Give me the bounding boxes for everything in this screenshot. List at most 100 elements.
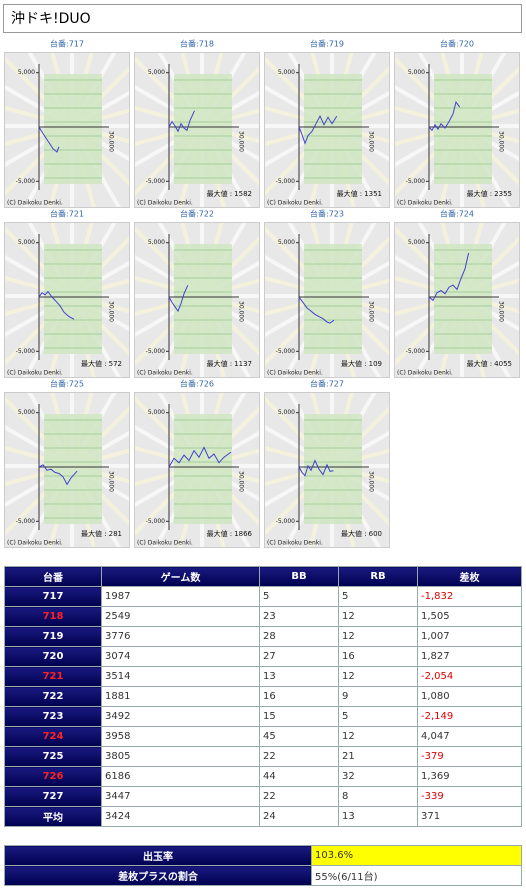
mini-chart: 5,000 -5,000 30,000 最大値 :4055 (C) Daikoku De… [394,222,520,378]
data-row: 718 2549 23 12 1,505 [4,606,522,627]
x-axis-label: 30,000 [108,131,115,152]
field [304,414,362,524]
data-cell: 16 [338,646,418,667]
data-cell: 22 [259,746,339,767]
copyright: (C) Daikoku Denki. [267,370,323,377]
panel-border [4,52,130,208]
data-cell: 6186 [101,766,260,787]
chart-label: 台番:717 [50,39,84,49]
max-label: 最大値 : [81,529,107,538]
data-cell: 3074 [101,646,260,667]
series-line [298,296,335,324]
series-line [38,464,78,486]
x-axis-label: 30,000 [368,471,375,492]
data-cell: 371 [417,806,522,827]
data-cell: 1,505 [417,606,522,627]
machine-number: 719 [4,626,102,647]
max-number: 109 [369,360,382,368]
y-tick-label: -5,000 [146,518,166,525]
chart-label: 台番:726 [180,379,214,389]
y-tick-label: 5,000 [148,409,165,416]
copyright: (C) Daikoku Denki. [397,200,453,207]
max-number: 2355 [494,190,512,198]
data-cell: 22 [259,786,339,807]
x-axis-label: 30,000 [108,301,115,322]
header-cell: ゲーム数 [101,566,260,587]
max-label: 最大値 : [81,359,107,368]
y-tick-label: 5,000 [278,409,295,416]
y-tick-label: -5,000 [276,348,296,355]
series-line [428,100,461,132]
machine-number: 717 [4,586,102,607]
panel-border [394,222,520,378]
field [44,244,102,354]
max-value: 最大値 :1351 [337,189,382,198]
data-cell: 12 [338,726,418,747]
machine-number: 平均 [4,806,102,827]
machine-number: 725 [4,746,102,767]
max-number: 4055 [494,360,512,368]
field [304,244,362,354]
y-tick-label: -5,000 [16,348,36,355]
data-row: 721 3514 13 12 -2,054 [4,666,522,687]
data-row: 723 3492 15 5 -2,149 [4,706,522,727]
series-line [428,252,470,302]
max-label: 最大値 : [207,359,233,368]
header-cell: 台番 [4,566,102,587]
chart-label: 台番:721 [50,209,84,219]
charts-area: 沖ドキ!DUO 台番:717 5,000 -5,000 30,000 (C) Daiko… [3,4,522,548]
max-number: 600 [369,530,382,538]
data-cell: -339 [417,786,522,807]
data-cell: 28 [259,626,339,647]
series-line [168,285,189,313]
data-cell: 27 [259,646,339,667]
max-value: 最大値 :1582 [207,189,252,198]
max-label: 最大値 : [207,529,233,538]
chart-background [394,222,520,378]
summary-table: 出玉率 103.6% 差枚プラスの割合 55%(6/11台) [4,845,522,886]
series-line [298,459,334,477]
series-line [298,114,338,145]
chart-background [4,392,130,548]
chart-label: 台番:725 [50,379,84,389]
panel-border [134,52,260,208]
copyright: (C) Daikoku Denki. [7,540,63,547]
x-axis-label: 30,000 [368,131,375,152]
page-title: 沖ドキ!DUO [11,11,91,27]
max-value: 最大値 :572 [81,359,122,368]
mini-chart: 5,000 -5,000 30,000 最大値 :600 (C) Daikoku Den… [264,392,390,548]
data-cell: 15 [259,706,339,727]
chart-background [134,392,260,548]
copyright: (C) Daikoku Denki. [7,200,63,207]
series-line [168,110,195,133]
copyright: (C) Daikoku Denki. [7,370,63,377]
y-tick-label: 5,000 [408,239,425,246]
max-value: 最大値 :109 [341,359,382,368]
data-cell: 2549 [101,606,260,627]
data-cell: -379 [417,746,522,767]
data-cell: 24 [259,806,339,827]
data-cell: 1,007 [417,626,522,647]
data-row: 722 1881 16 9 1,080 [4,686,522,707]
mini-chart: 5,000 -5,000 30,000 最大値 :1582 (C) Daikoku De… [134,52,260,208]
x-axis-label: 30,000 [368,301,375,322]
y-tick-label: -5,000 [276,518,296,525]
field [174,244,232,354]
y-tick-label: -5,000 [276,178,296,185]
data-cell: 5 [338,586,418,607]
mini-chart: 5,000 -5,000 30,000 最大値 :1137 (C) Daikoku De… [134,222,260,378]
y-tick-label: 5,000 [278,69,295,76]
max-value: 最大値 :600 [341,529,382,538]
data-cell: 13 [338,806,418,827]
panel-border [134,392,260,548]
chart-background [264,222,390,378]
data-cell: -1,832 [417,586,522,607]
summary-row: 出玉率 103.6% [4,845,522,866]
title-box [3,4,522,33]
data-cell: 5 [259,586,339,607]
copyright: (C) Daikoku Denki. [137,540,193,547]
panel-border [264,392,390,548]
copyright: (C) Daikoku Denki. [137,370,193,377]
chart-background [134,52,260,208]
summary-row: 差枚プラスの割合 55%(6/11台) [4,865,522,886]
